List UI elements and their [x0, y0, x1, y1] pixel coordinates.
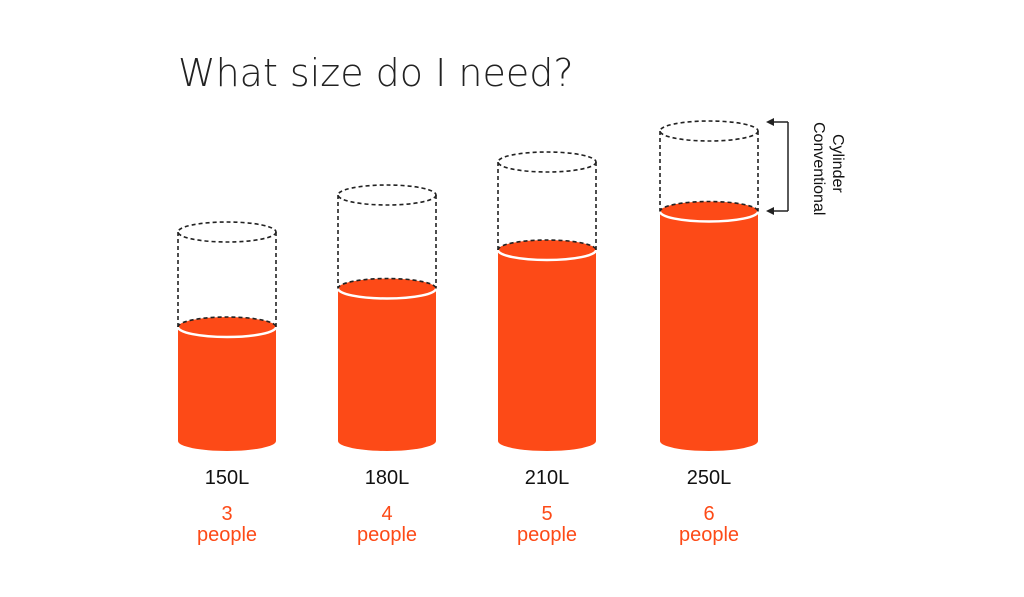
- conventional-cylinder-annotation: Conventional Cylinder: [766, 118, 846, 215]
- arrow-top-icon: [766, 118, 774, 126]
- capacity-label-180L: 180L: [365, 467, 410, 489]
- people-label-210L: people: [517, 524, 577, 546]
- cylinder-surface-back-180L: [337, 277, 437, 289]
- people-label-180L: people: [357, 524, 417, 546]
- capacity-label-210L: 210L: [525, 467, 570, 489]
- cylinder-fill-250L: [660, 201, 758, 451]
- cylinder-surface-rim-250L: [658, 211, 760, 223]
- cylinder-outline-top-210L: [497, 151, 597, 173]
- people-count-210L: 5: [541, 503, 552, 525]
- chart-title: What size do I need?: [178, 51, 574, 95]
- annotation-line-2: Cylinder: [829, 134, 846, 193]
- cylinders: 150L3people180L4people210L5people250L6pe…: [176, 120, 760, 546]
- cylinder-surface-back-150L: [177, 316, 277, 328]
- cylinder-surface-rim-150L: [176, 326, 278, 339]
- cylinder-outline-top-150L: [177, 221, 277, 243]
- cylinder-fill-180L: [338, 278, 436, 451]
- people-label-150L: people: [197, 524, 257, 546]
- cylinder-outline-top-180L: [337, 184, 437, 206]
- people-count-180L: 4: [381, 503, 392, 525]
- capacity-label-250L: 250L: [687, 467, 732, 489]
- cylinder-surface-rim-180L: [336, 288, 438, 300]
- cylinder-surface-back-250L: [659, 200, 759, 212]
- cylinder-fill-150L: [178, 317, 276, 451]
- cylinder-fill-210L: [498, 240, 596, 451]
- capacity-label-150L: 150L: [205, 467, 250, 489]
- people-label-250L: people: [679, 524, 739, 546]
- cylinder-surface-back-210L: [497, 239, 597, 251]
- cylinder-surface-rim-210L: [496, 249, 598, 262]
- arrow-bottom-icon: [766, 207, 774, 215]
- people-count-150L: 3: [221, 503, 232, 525]
- annotation-line-1: Conventional: [810, 122, 827, 215]
- cylinder-outline-top-250L: [659, 120, 759, 142]
- people-count-250L: 6: [703, 503, 714, 525]
